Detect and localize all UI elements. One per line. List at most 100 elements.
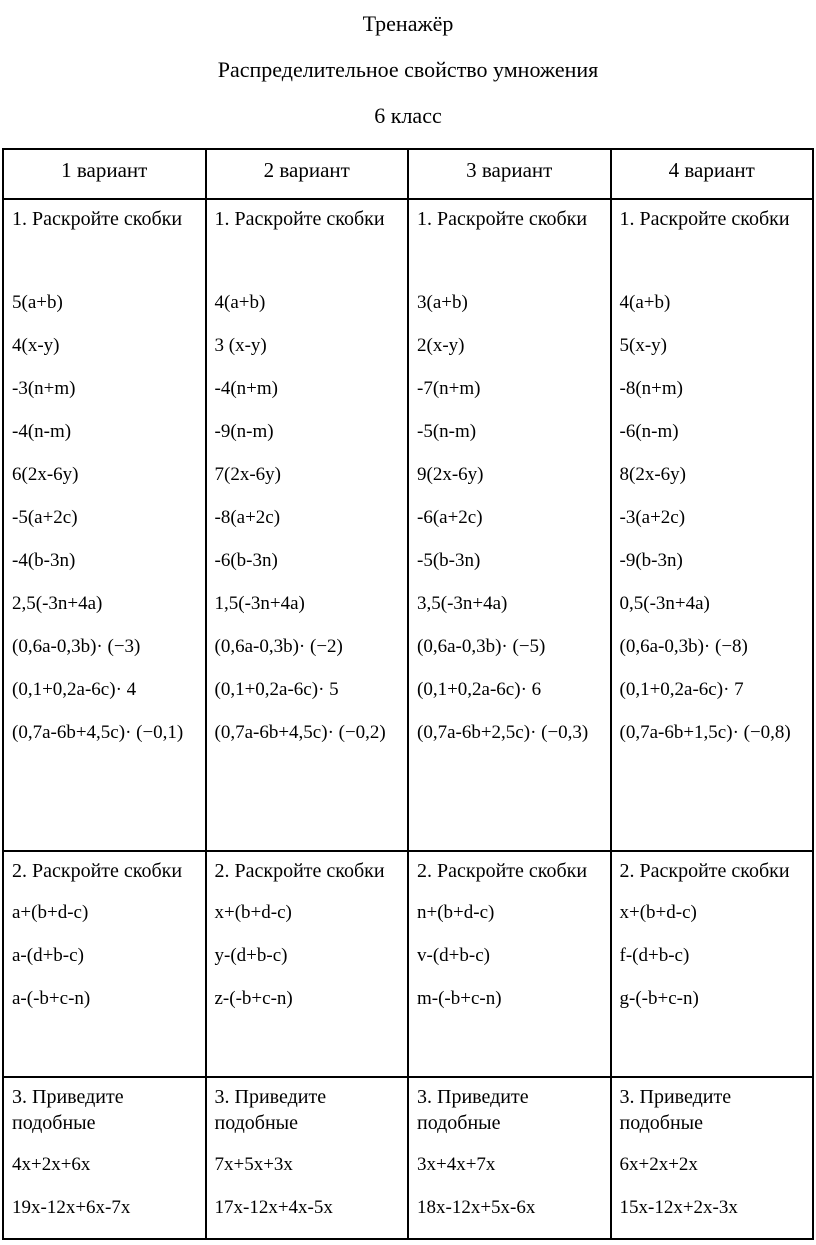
variant-header-row: 1 вариант 2 вариант 3 вариант 4 вариант xyxy=(2,148,814,200)
expression: 9(2x-6y) xyxy=(417,464,484,485)
expression: g-(-b+c-n) xyxy=(619,988,699,1009)
expression: (0,1+0,2a-6c)· 5 xyxy=(214,679,339,700)
expression: a+(b+d-c) xyxy=(12,902,89,923)
expression: 18x-12x+5x-6x xyxy=(417,1197,536,1218)
expression: 2(x-y) xyxy=(417,335,465,356)
expression: (0,7a-6b+4,5c)· (−0,1) xyxy=(12,722,184,743)
expression: y-(d+b-c) xyxy=(214,945,288,966)
expression: 0,5(-3n+4a) xyxy=(619,593,710,614)
task2-expression-list: x+(b+d-c) y-(d+b-c) z-(-b+c-n) xyxy=(215,900,400,1012)
variant-header-4: 4 вариант xyxy=(609,148,814,200)
task1-expression-list: 4(a+b) 5(x-y) -8(n+m) -6(n-m) 8(2x-6y) -3(a+2… xyxy=(620,290,805,746)
task1-expression-list: 5(a+b) 4(x-y) -3(n+m) -4(n-m) 6(2x-6y) -5(a+2… xyxy=(12,290,197,746)
expression: 7x+5x+3x xyxy=(214,1154,293,1175)
task2-cell-variant-1: 2. Раскройте скобки a+(b+d-c) a-(d+b-c) a-… xyxy=(2,850,207,1078)
expression: -3(n+m) xyxy=(12,378,76,399)
task2-expression-list: x+(b+d-c) f-(d+b-c) g-(-b+c-n) xyxy=(620,900,805,1012)
task2-expression-list: n+(b+d-c) v-(d+b-c) m-(-b+c-n) xyxy=(417,900,602,1012)
expression: 3,5(-3n+4a) xyxy=(417,593,508,614)
expression: -4(n-m) xyxy=(12,421,72,442)
expression: 4(a+b) xyxy=(214,292,266,313)
title-line-2: Распределительное свойство умножения xyxy=(217,57,599,82)
expression: 2,5(-3n+4a) xyxy=(12,593,103,614)
expression: (0,6a-0,3b)· (−5) xyxy=(417,636,546,657)
variant-header-3: 3 вариант xyxy=(407,148,612,200)
expression: n+(b+d-c) xyxy=(417,902,495,923)
expression: (0,6a-0,3b)· (−2) xyxy=(214,636,343,657)
expression: 6(2x-6y) xyxy=(12,464,79,485)
task3-expression-list: 3x+4x+7x 18x-12x+5x-6x xyxy=(417,1152,602,1221)
task1-cell-variant-2: 1. Раскройте скобки 4(a+b) 3 (x-y) -4(n+m)… xyxy=(204,198,409,852)
expression: 3x+4x+7x xyxy=(417,1154,496,1175)
task2-label: 2. Раскройте скобки xyxy=(12,860,183,882)
title-line-3: 6 класс xyxy=(374,103,442,128)
task1-cell-variant-3: 1. Раскройте скобки 3(a+b) 2(x-y) -7(n+m) -… xyxy=(407,198,612,852)
task3-expression-list: 6x+2x+2x 15x-12x+2x-3x xyxy=(620,1152,805,1221)
worksheet-table: 1 вариант 2 вариант 3 вариант 4 вариант … xyxy=(2,148,814,1240)
task3-cell-variant-2: 3. Приведите подобные 7x+5x+3x 17x-12x+4x… xyxy=(204,1076,409,1240)
expression: -4(b-3n) xyxy=(12,550,76,571)
task1-label: 1. Раскройте скобки xyxy=(619,208,790,230)
task1-label: 1. Раскройте скобки xyxy=(214,208,385,230)
expression: 3 (x-y) xyxy=(214,335,267,356)
expression: -8(n+m) xyxy=(619,378,683,399)
expression: m-(-b+c-n) xyxy=(417,988,502,1009)
expression: a-(-b+c-n) xyxy=(12,988,91,1009)
task2-cell-variant-4: 2. Раскройте скобки x+(b+d-c) f-(d+b-c) g-… xyxy=(609,850,814,1078)
expression: v-(d+b-c) xyxy=(417,945,490,966)
task2-label: 2. Раскройте скобки xyxy=(619,860,790,882)
task2-label: 2. Раскройте скобки xyxy=(417,860,588,882)
expression: 5(a+b) xyxy=(12,292,63,313)
task1-row: 1. Раскройте скобки 5(a+b) 4(x-y) -3(n+m) -… xyxy=(2,198,814,852)
expression: (0,7a-6b+2,5c)· (−0,3) xyxy=(417,722,589,743)
doc-title: Тренажёр Распределительное свойство умно… xyxy=(0,0,816,130)
task3-cell-variant-1: 3. Приведите подобные 4x+2x+6x 19x-12x+6x… xyxy=(2,1076,207,1240)
title-line-1: Тренажёр xyxy=(362,11,454,36)
expression: f-(d+b-c) xyxy=(619,945,690,966)
expression: -9(n-m) xyxy=(214,421,274,442)
expression: 1,5(-3n+4a) xyxy=(214,593,305,614)
task3-label: 3. Приведите подобные xyxy=(417,1086,529,1134)
expression: 4(x-y) xyxy=(12,335,60,356)
expression: (0,1+0,2a-6c)· 4 xyxy=(12,679,137,700)
task3-row: 3. Приведите подобные 4x+2x+6x 19x-12x+6x… xyxy=(2,1076,814,1240)
task3-label: 3. Приведите подобные xyxy=(214,1086,327,1134)
task2-cell-variant-2: 2. Раскройте скобки x+(b+d-c) y-(d+b-c) z-… xyxy=(204,850,409,1078)
expression: a-(d+b-c) xyxy=(12,945,84,966)
expression: (0,6a-0,3b)· (−8) xyxy=(619,636,748,657)
variant-header-2: 2 вариант xyxy=(204,148,409,200)
task1-label: 1. Раскройте скобки xyxy=(417,208,588,230)
expression: (0,1+0,2a-6c)· 7 xyxy=(619,679,744,700)
task3-cell-variant-4: 3. Приведите подобные 6x+2x+2x 15x-12x+2x… xyxy=(609,1076,814,1240)
task1-cell-variant-4: 1. Раскройте скобки 4(a+b) 5(x-y) -8(n+m) -… xyxy=(609,198,814,852)
task1-expression-list: 3(a+b) 2(x-y) -7(n+m) -5(n-m) 9(2x-6y) -6(a+2… xyxy=(417,290,602,746)
expression: x+(b+d-c) xyxy=(214,902,292,923)
expression: -8(a+2c) xyxy=(214,507,281,528)
task3-expression-list: 7x+5x+3x 17x-12x+4x-5x xyxy=(215,1152,400,1221)
expression: 4(a+b) xyxy=(619,292,671,313)
task2-expression-list: a+(b+d-c) a-(d+b-c) a-(-b+c-n) xyxy=(12,900,197,1012)
expression: 7(2x-6y) xyxy=(214,464,281,485)
task1-label: 1. Раскройте скобки xyxy=(12,208,183,230)
task3-label: 3. Приведите подобные xyxy=(12,1086,124,1134)
expression: 15x-12x+2x-3x xyxy=(619,1197,738,1218)
task2-cell-variant-3: 2. Раскройте скобки n+(b+d-c) v-(d+b-c) m-… xyxy=(407,850,612,1078)
expression: 6x+2x+2x xyxy=(619,1154,698,1175)
expression: -7(n+m) xyxy=(417,378,481,399)
expression: z-(-b+c-n) xyxy=(214,988,293,1009)
task1-expression-list: 4(a+b) 3 (x-y) -4(n+m) -9(n-m) 7(2x-6y) -8(a+… xyxy=(215,290,400,746)
task2-label: 2. Раскройте скобки xyxy=(214,860,385,882)
expression: (0,7a-6b+4,5c)· (−0,2) xyxy=(214,722,386,743)
task1-cell-variant-1: 1. Раскройте скобки 5(a+b) 4(x-y) -3(n+m) -… xyxy=(2,198,207,852)
expression: (0,6a-0,3b)· (−3) xyxy=(12,636,141,657)
expression: -5(b-3n) xyxy=(417,550,481,571)
expression: 3(a+b) xyxy=(417,292,468,313)
expression: -6(n-m) xyxy=(619,421,679,442)
expression: x+(b+d-c) xyxy=(619,902,697,923)
task3-label: 3. Приведите подобные xyxy=(619,1086,732,1134)
expression: -5(a+2c) xyxy=(12,507,78,528)
task2-row: 2. Раскройте скобки a+(b+d-c) a-(d+b-c) a-… xyxy=(2,850,814,1078)
expression: 17x-12x+4x-5x xyxy=(214,1197,333,1218)
expression: 5(x-y) xyxy=(619,335,667,356)
